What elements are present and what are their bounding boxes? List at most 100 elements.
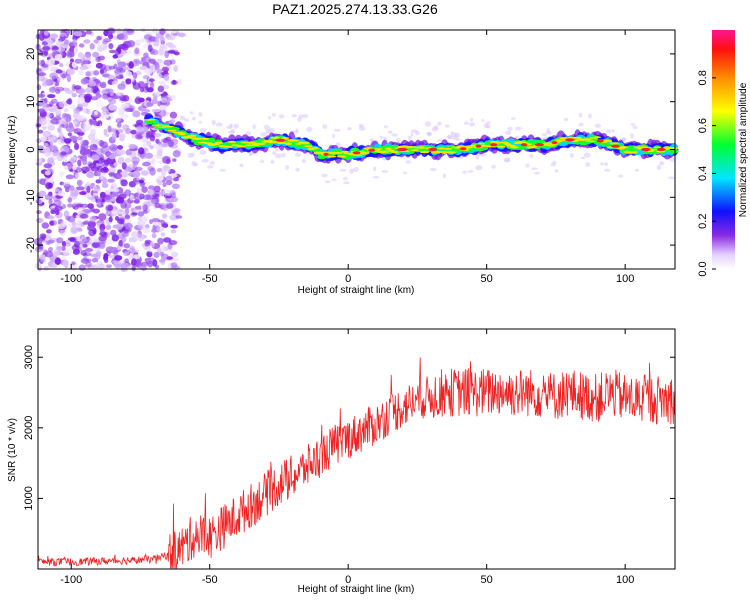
heatmap-cell [133,199,140,204]
heatmap-cell [37,72,47,77]
heatmap-cell [85,181,91,186]
heatmap-cell [141,137,149,143]
heatmap-cell [68,50,75,58]
heatmap-cell [268,127,275,133]
heatmap-cell [97,55,106,61]
heatmap-cell [396,147,408,152]
heatmap-cell [147,189,154,195]
heatmap-cell [554,169,559,173]
heatmap-cell [121,209,126,217]
colorbar-tick-label: 0.2 [697,214,709,229]
heatmap-cell [89,58,97,63]
heatmap-cell [73,85,82,90]
heatmap-cell [156,168,163,173]
heatmap-cell [39,233,47,240]
heatmap-cell [112,54,119,59]
heatmap-cell [110,188,120,193]
heatmap-cell [81,109,87,114]
heatmap-cell [541,133,547,137]
heatmap-cell [65,187,70,193]
heatmap-cell [137,233,145,242]
heatmap-cell [358,125,366,131]
heatmap-cell [69,135,78,142]
heatmap-cell [119,114,129,119]
heatmap-cell [525,163,530,168]
heatmap-cell [397,145,406,148]
heatmap-cell [111,259,121,265]
heatmap-cell [211,120,216,126]
heatmap-cell [149,145,154,150]
heatmap-cell [147,120,158,124]
heatmap-cell [113,172,122,180]
heatmap-cell [116,28,122,35]
heatmap-cell [134,58,140,64]
heatmap-cell [107,167,116,174]
heatmap-cell [59,32,67,37]
heatmap-cell [247,141,257,144]
heatmap-cell [153,95,158,102]
heatmap-cell [134,166,143,172]
heatmap-cell [410,149,420,152]
heatmap-cell [48,247,53,252]
heatmap-cell [61,241,67,247]
heatmap-cell [91,154,100,161]
heatmap-cell [227,140,237,143]
heatmap-cell [504,130,512,135]
heatmap-cell [428,147,438,152]
heatmap-cell [162,237,172,243]
heatmap-cell [50,33,58,40]
heatmap-cell [545,130,552,135]
heatmap-cell [61,182,71,187]
heatmap-cell [41,41,48,46]
heatmap-cell [98,263,105,270]
heatmap-cell [381,170,389,173]
heatmap-cell [304,145,313,148]
heatmap-cell [116,92,121,97]
heatmap-cell [177,79,183,85]
heatmap-cell [37,93,45,98]
heatmap-cell [124,207,130,215]
heatmap-cell [80,249,87,256]
heatmap-cell [191,161,197,167]
heatmap-cell [271,113,277,117]
y-tick-label: 3000 [23,345,35,369]
heatmap-cell [73,46,78,55]
heatmap-cell [66,99,72,105]
heatmap-cell [169,196,179,203]
heatmap-cell [94,110,98,116]
heatmap-cell [131,265,136,272]
heatmap-cell [593,136,602,139]
heatmap-cell [41,147,51,153]
colorbar: 0.0 0.2 0.4 0.6 0.8 Normalized spectral ampl… [697,30,749,277]
heatmap-cell [606,129,612,134]
heatmap-cell [87,80,97,87]
heatmap-cell [166,256,173,260]
heatmap-cell [113,249,119,257]
heatmap-cell [379,135,383,139]
heatmap-cell [167,50,176,54]
heatmap-cell [493,141,502,144]
x-tick-label: -50 [202,273,218,285]
heatmap-cell [105,133,110,138]
heatmap-cell [162,182,167,188]
heatmap-cell [138,147,145,155]
heatmap-cell [134,47,140,55]
heatmap-cell [187,152,193,158]
heatmap-cell [442,173,447,179]
heatmap-cell [142,86,150,93]
heatmap-cell [151,157,156,165]
heatmap-cell [168,240,178,246]
heatmap-cell [43,50,48,56]
y-tick-label: -20 [25,237,37,253]
heatmap-cell [103,253,109,259]
heatmap-cell [199,128,207,133]
heatmap-cell [117,145,123,150]
heatmap-cell [285,164,290,170]
heatmap-cell [160,257,165,266]
colorbar-gradient [712,30,735,269]
heatmap-cell [129,245,136,253]
heatmap-cell [171,183,180,190]
y-tick-label: 2000 [23,416,35,440]
heatmap-cell [95,172,102,177]
heatmap-cell [57,190,66,197]
